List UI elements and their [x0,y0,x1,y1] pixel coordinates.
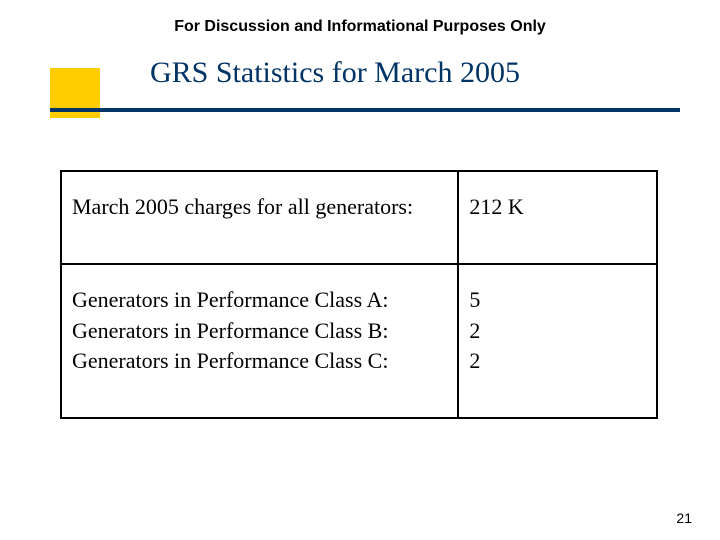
label-line: Generators in Performance Class A: [72,285,447,316]
cell-label: Generators in Performance Class A: Gener… [61,264,458,418]
cell-value: 5 2 2 [458,264,657,418]
value-line: 2 [469,316,646,347]
label-line: Generators in Performance Class C: [72,346,447,377]
title-underline [50,108,680,112]
value-line: 212 K [469,192,646,223]
label-line: March 2005 charges for all generators: [72,192,447,223]
label-line: Generators in Performance Class B: [72,316,447,347]
header-disclaimer: For Discussion and Informational Purpose… [0,0,720,36]
value-line: 5 [469,285,646,316]
table-row: Generators in Performance Class A: Gener… [61,264,657,418]
cell-label: March 2005 charges for all generators: [61,171,458,264]
page-number: 21 [676,510,692,526]
value-line: 2 [469,346,646,377]
stats-table: March 2005 charges for all generators: 2… [60,170,658,419]
title-area: GRS Statistics for March 2005 [0,56,720,112]
table-row: March 2005 charges for all generators: 2… [61,171,657,264]
slide-title: GRS Statistics for March 2005 [0,56,720,90]
cell-value: 212 K [458,171,657,264]
